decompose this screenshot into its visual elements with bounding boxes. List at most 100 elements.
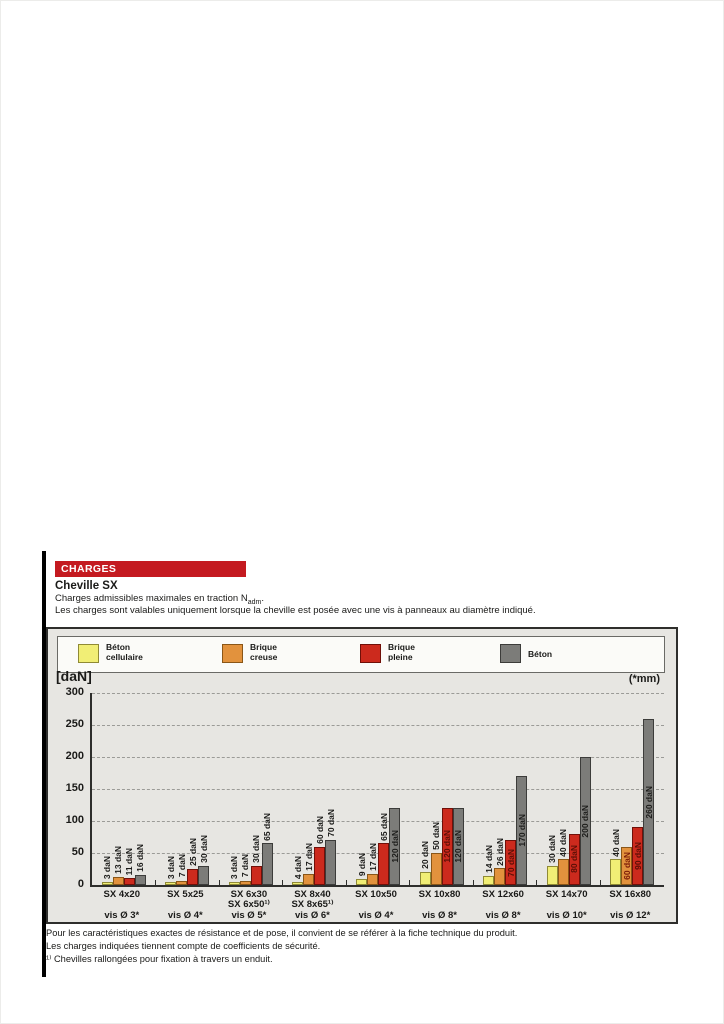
group-name-label: SX 10x80 bbox=[408, 890, 472, 911]
bar-value-label: 13 daN bbox=[113, 845, 124, 874]
legend-swatch-brique-creuse bbox=[222, 644, 243, 663]
charges-banner: CHARGES bbox=[55, 561, 246, 577]
bar bbox=[516, 776, 528, 885]
bar-value-label: 4 daN bbox=[292, 855, 303, 879]
group-name-line: SX 4x20 bbox=[103, 889, 140, 900]
bar-value-label: 65 daN bbox=[262, 812, 273, 841]
group-vis-label: vis Ø 4* bbox=[358, 910, 394, 921]
group-vis-label: vis Ø 6* bbox=[295, 910, 330, 921]
group-name-line: SX 16x80 bbox=[609, 889, 652, 900]
axis-group-tick bbox=[409, 880, 411, 885]
axis-group-tick bbox=[599, 880, 601, 885]
legend-item-brique-pleine: Brique pleine bbox=[360, 642, 415, 667]
bar-group-label: SX 10x50 vis Ø 4* bbox=[344, 890, 408, 921]
bar bbox=[643, 718, 655, 885]
y-tick-label: 50 bbox=[71, 846, 84, 858]
bar bbox=[187, 869, 199, 885]
bar bbox=[505, 840, 517, 885]
bar-value-label: 70 daN bbox=[505, 840, 516, 885]
group-vis-label: vis Ø 10* bbox=[546, 910, 587, 921]
bar-value-label: 30 daN bbox=[198, 834, 209, 863]
bar bbox=[228, 882, 240, 885]
bar-group-label: SX 4x20 vis Ø 3* bbox=[90, 890, 154, 921]
axis-group-tick bbox=[472, 880, 474, 885]
axis-group-tick bbox=[155, 880, 157, 885]
bar-value-label: 17 daN bbox=[367, 843, 378, 872]
bar bbox=[134, 874, 146, 885]
bar-value-label: 30 daN bbox=[547, 834, 558, 863]
bar bbox=[101, 882, 113, 885]
bar bbox=[123, 877, 135, 885]
bar-value-label: 90 daN bbox=[632, 827, 643, 885]
bar bbox=[430, 853, 442, 885]
axis-group-tick bbox=[345, 880, 347, 885]
bar-value-label: 3 daN bbox=[102, 855, 113, 879]
bar-value-label: 60 daN bbox=[314, 815, 325, 844]
bar-group-label: SX 12x60 vis Ø 8* bbox=[471, 890, 535, 921]
bar-value-text: 120 daN bbox=[389, 830, 400, 863]
group-name-label: SX 12x60 bbox=[471, 890, 535, 911]
bar-value-label: 200 daN bbox=[580, 757, 591, 885]
bar bbox=[250, 865, 262, 885]
group-name-line: SX 6x50¹⁾ bbox=[227, 899, 270, 910]
bar-group-label: SX 5x25 vis Ø 4* bbox=[154, 890, 218, 921]
group-name-line: SX 8x65¹⁾ bbox=[291, 899, 334, 910]
bar-group-label: SX 14x70 vis Ø 10* bbox=[535, 890, 599, 921]
bar bbox=[632, 827, 644, 885]
bar bbox=[546, 865, 558, 885]
legend-label-line: creuse bbox=[250, 651, 278, 662]
y-tick-label: 150 bbox=[65, 782, 84, 794]
bar-value-text: 170 daN bbox=[516, 814, 527, 847]
footnote-line: Pour les caractéristiques exactes de rés… bbox=[46, 928, 518, 938]
gridline bbox=[92, 789, 664, 790]
page-title: Cheville SX bbox=[55, 580, 118, 592]
group-name-line: SX 6x30 bbox=[230, 889, 268, 900]
bar-value-label: 40 daN bbox=[610, 828, 621, 857]
bar-value-label: 25 daN bbox=[187, 838, 198, 866]
legend-swatch-beton bbox=[500, 644, 521, 663]
x-axis-unit-label: (*mm) bbox=[628, 673, 660, 685]
gridline bbox=[92, 821, 664, 822]
group-name-label: SX 8x40 SX 8x65¹⁾ bbox=[281, 890, 345, 911]
group-name-label: SX 6x30 SX 6x50¹⁾ bbox=[217, 890, 281, 911]
bar-group-label: SX 16x80 vis Ø 12* bbox=[598, 890, 662, 921]
group-name-line: SX 10x80 bbox=[418, 889, 461, 900]
legend-label-line: pleine bbox=[388, 651, 413, 662]
group-name-label: SX 16x80 bbox=[598, 890, 662, 911]
bar bbox=[557, 859, 569, 885]
bar-value-label: 120 daN bbox=[453, 808, 464, 885]
bar-value-text: 90 daN bbox=[632, 842, 643, 871]
bar bbox=[568, 833, 580, 885]
bar-value-label: 120 daN bbox=[442, 808, 453, 885]
bar bbox=[483, 876, 495, 885]
bar-value-label: 11 daN bbox=[124, 847, 135, 875]
legend-label-line: cellulaire bbox=[106, 651, 143, 662]
bar-value-label: 30 daN bbox=[251, 834, 262, 863]
group-name-line: SX 14x70 bbox=[545, 889, 588, 900]
bar-value-text: 70 daN bbox=[505, 848, 516, 877]
gridline bbox=[92, 725, 664, 726]
bar bbox=[112, 876, 124, 885]
bar-value-label: 3 daN bbox=[165, 855, 176, 879]
group-vis-label: vis Ø 8* bbox=[422, 910, 457, 921]
y-axis-unit-label: [daN] bbox=[56, 668, 92, 684]
bar-value-label: 50 daN bbox=[431, 822, 442, 850]
bar bbox=[494, 868, 506, 885]
bar-value-label: 70 daN bbox=[325, 809, 336, 838]
axis-group-tick bbox=[218, 880, 220, 885]
group-vis-label: vis Ø 5* bbox=[231, 910, 267, 921]
subtitle: Charges admissibles maximales en tractio… bbox=[55, 593, 264, 606]
legend-item-beton-cellulaire: Béton cellulaire bbox=[78, 642, 143, 667]
section-rule bbox=[42, 551, 46, 977]
bar-value-label: 120 daN bbox=[389, 808, 400, 885]
bar-value-label: 3 daN bbox=[229, 855, 240, 879]
bar bbox=[378, 843, 389, 885]
bar-value-text: 120 daN bbox=[453, 830, 464, 863]
bar bbox=[176, 880, 188, 885]
bar bbox=[198, 865, 210, 885]
group-name-label: SX 14x70 bbox=[535, 890, 599, 911]
axis-group-tick bbox=[282, 880, 284, 885]
group-name-line: SX 10x50 bbox=[355, 889, 397, 900]
legend-label-line: Brique bbox=[388, 642, 415, 652]
bar-value-label: 170 daN bbox=[516, 776, 527, 885]
